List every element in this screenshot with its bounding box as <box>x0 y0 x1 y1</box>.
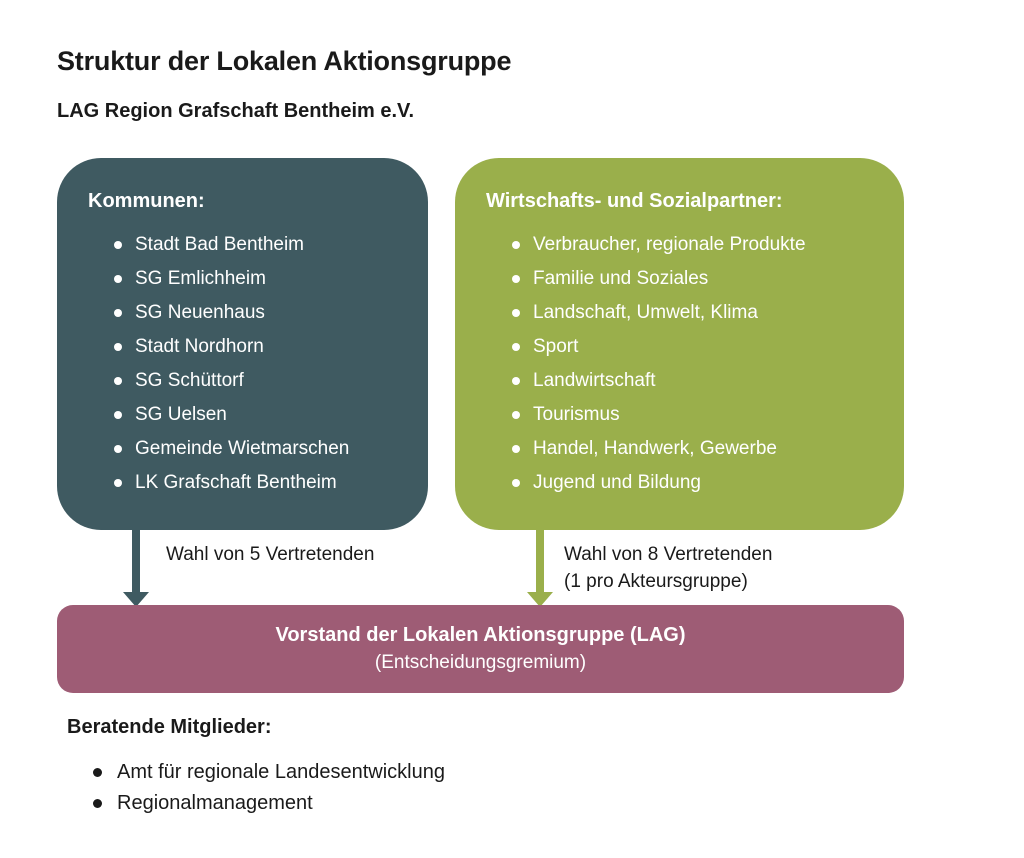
list-item: Landwirtschaft <box>512 364 904 398</box>
right-arrow-label-line1: Wahl von 8 Vertretenden <box>564 544 773 565</box>
list-item: Amt für regionale Landesentwicklung <box>93 757 445 788</box>
list-item: Tourismus <box>512 398 904 432</box>
list-item: SG Emlichheim <box>114 262 428 296</box>
right-arrow-label-line2: (1 pro Akteursgruppe) <box>564 571 748 592</box>
list-item: Gemeinde Wietmarschen <box>114 432 428 466</box>
list-item: Jugend und Bildung <box>512 466 904 500</box>
down-arrow-left-icon <box>123 592 149 607</box>
down-arrow-right-icon <box>527 592 553 607</box>
page-subtitle: LAG Region Grafschaft Bentheim e.V. <box>57 100 415 122</box>
list-item: SG Schüttorf <box>114 364 428 398</box>
right-arrow-label: Wahl von 8 Vertretenden (1 pro Akteursgr… <box>564 541 772 595</box>
list-item: Sport <box>512 330 904 364</box>
partner-box: Wirtschafts- und Sozialpartner: Verbrauc… <box>455 158 904 530</box>
down-arrow-right-stem <box>536 529 544 593</box>
advisory-list: Amt für regionale Landesentwicklung Regi… <box>0 757 445 819</box>
list-item: SG Neuenhaus <box>114 296 428 330</box>
kommunen-list: Stadt Bad Bentheim SG Emlichheim SG Neue… <box>57 228 428 500</box>
advisory-header: Beratende Mitglieder: <box>67 716 272 738</box>
vorstand-title: Vorstand der Lokalen Aktionsgruppe (LAG) <box>275 624 686 646</box>
vorstand-subtitle: (Entscheidungsgremium) <box>374 652 587 673</box>
list-item: Stadt Nordhorn <box>114 330 428 364</box>
list-item: Verbraucher, regionale Produkte <box>512 228 904 262</box>
kommunen-box-header: Kommunen: <box>88 190 205 212</box>
list-item: Landschaft, Umwelt, Klima <box>512 296 904 330</box>
list-item: Stadt Bad Bentheim <box>114 228 428 262</box>
vorstand-box: Vorstand der Lokalen Aktionsgruppe (LAG)… <box>57 605 904 693</box>
list-item: SG Uelsen <box>114 398 428 432</box>
partner-box-header: Wirtschafts- und Sozialpartner: <box>486 190 783 212</box>
list-item: Regionalmanagement <box>93 788 445 819</box>
list-item: LK Grafschaft Bentheim <box>114 466 428 500</box>
page-title: Struktur der Lokalen Aktionsgruppe <box>57 46 512 76</box>
list-item: Handel, Handwerk, Gewerbe <box>512 432 904 466</box>
kommunen-box: Kommunen: Stadt Bad Bentheim SG Emlichhe… <box>57 158 428 530</box>
list-item: Familie und Soziales <box>512 262 904 296</box>
down-arrow-left-stem <box>132 529 140 593</box>
partner-list: Verbraucher, regionale Produkte Familie … <box>455 228 904 500</box>
left-arrow-label: Wahl von 5 Vertretenden <box>166 544 375 565</box>
